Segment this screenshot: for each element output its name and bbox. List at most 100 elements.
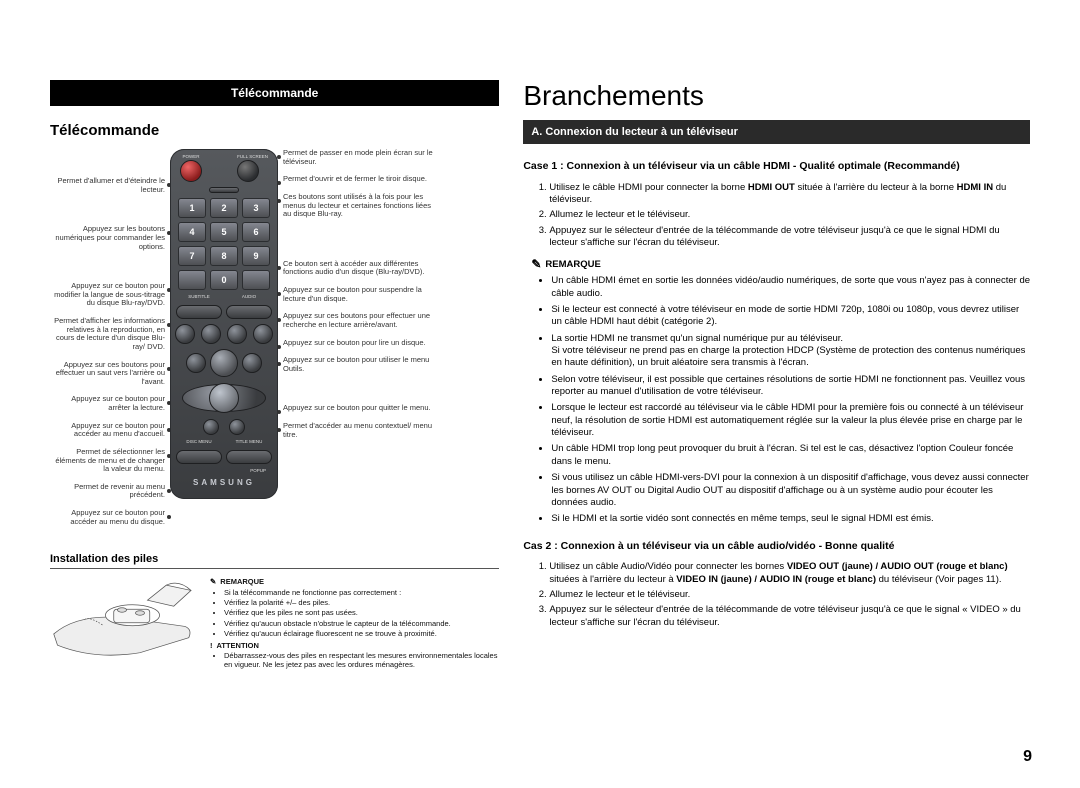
- callout-right-2: Ces boutons sont utilisés à la fois pour…: [283, 193, 433, 219]
- attention-item-0: Débarrassez-vous des piles en respectant…: [224, 651, 499, 670]
- num-3: 3: [242, 198, 270, 218]
- callout-left-9: Appuyez sur ce bouton pour accéder au me…: [50, 509, 165, 526]
- num-9: 9: [242, 246, 270, 266]
- remark-icon: ✎: [531, 257, 541, 271]
- case1-title: Case 1 : Connexion à un téléviseur via u…: [523, 160, 1030, 174]
- remark-item-4: Vérifiez qu'aucun éclairage fluorescent …: [224, 629, 499, 638]
- case2-step-3: Appuyez sur le sélecteur d'entrée de la …: [549, 604, 1030, 629]
- callouts-left: Permet d'allumer et d'éteindre le lecteu…: [50, 149, 165, 535]
- pause-icon: [242, 353, 262, 373]
- callout-left-1: Appuyez sur les boutons numériques pour …: [50, 225, 165, 251]
- battery-illustration: [50, 575, 200, 670]
- num-2: 2: [210, 198, 238, 218]
- attention-header: ATTENTION: [217, 641, 259, 650]
- forward-icon: [227, 324, 247, 344]
- case1-remark-header: REMARQUE: [545, 259, 600, 270]
- remark-header: REMARQUE: [220, 577, 264, 586]
- popup-label: POPUP: [250, 469, 272, 474]
- power-button-icon: [180, 160, 202, 182]
- callout-right-1: Permet d'ouvrir et de fermer le tiroir d…: [283, 175, 433, 184]
- right-section-bar: A. Connexion du lecteur à un téléviseur: [523, 120, 1030, 144]
- remark-item-0: Si la télécommande ne fonctionne pas cor…: [224, 588, 499, 597]
- skip-back-icon: [175, 324, 195, 344]
- audio-pill: [226, 305, 272, 319]
- num-1: 1: [178, 198, 206, 218]
- battery-install-title: Installation des piles: [50, 553, 499, 569]
- exit-icon: [229, 419, 245, 435]
- callout-right-4: Appuyez sur ce bouton pour suspendre la …: [283, 286, 433, 303]
- case1-remark-1: Si le lecteur est connecté à votre télév…: [551, 304, 1030, 329]
- callout-right-0: Permet de passer en mode plein écran sur…: [283, 149, 433, 166]
- case2-step-1: Utilisez un câble Audio/Vidéo pour conne…: [549, 561, 1030, 586]
- audio-label: AUDIO: [226, 295, 272, 300]
- callout-right-7: Appuyez sur ce bouton pour utiliser le m…: [283, 356, 433, 373]
- callout-right-5: Appuyez sur ces boutons pour effectuer u…: [283, 312, 433, 329]
- callout-right-6: Appuyez sur ce bouton pour lire un disqu…: [283, 339, 433, 348]
- remark-item-1: Vérifiez la polarité +/– des piles.: [224, 598, 499, 607]
- left-section-bar: Télécommande: [50, 80, 499, 106]
- case2-steps: Utilisez un câble Audio/Vidéo pour conne…: [523, 561, 1030, 629]
- callout-left-2: Appuyez sur ce bouton pour modifier la l…: [50, 282, 165, 308]
- rewind-icon: [201, 324, 221, 344]
- case1-remark-4: Lorsque le lecteur est raccordé au télév…: [551, 402, 1030, 439]
- num-5: 5: [210, 222, 238, 242]
- remote-brand: SAMSUNG: [193, 478, 255, 493]
- case1-remark-6: Si vous utilisez un câble HDMI-vers-DVI …: [551, 472, 1030, 509]
- power-label: POWER: [180, 155, 202, 160]
- titlemenu-pill: [226, 450, 272, 464]
- callouts-right: Permet de passer en mode plein écran sur…: [283, 149, 433, 448]
- right-main-title: Branchements: [523, 80, 1030, 112]
- remote-control-illustration: POWER FULL SCREEN 1 2 3 4: [170, 149, 278, 499]
- callout-left-0: Permet d'allumer et d'éteindre le lecteu…: [50, 177, 165, 194]
- callout-left-4: Appuyez sur ces boutons pour effectuer u…: [50, 361, 165, 387]
- callout-right-9: Permet d'accéder au menu contextuel/ men…: [283, 422, 433, 439]
- case1-remark-5: Un câble HDMI trop long peut provoquer d…: [551, 443, 1030, 468]
- fullscreen-label: FULL SCREEN: [237, 155, 268, 160]
- callout-right-3: Ce bouton sert à accéder aux différentes…: [283, 260, 433, 277]
- attention-icon: !: [210, 641, 213, 650]
- num-7: 7: [178, 246, 206, 266]
- num-0: 0: [210, 270, 238, 290]
- skip-fwd-icon: [253, 324, 273, 344]
- case1-remark-2: La sortie HDMI ne transmet qu'un signal …: [551, 333, 1030, 370]
- return-icon: [203, 419, 219, 435]
- case2-title: Cas 2 : Connexion à un téléviseur via un…: [523, 540, 1030, 554]
- case1-remark-3: Selon votre téléviseur, il est possible …: [551, 374, 1030, 399]
- battery-notes: ✎ REMARQUE Si la télécommande ne fonction…: [210, 575, 499, 670]
- case2-step-2: Allumez le lecteur et le téléviseur.: [549, 589, 1030, 601]
- num-6: 6: [242, 222, 270, 242]
- num-blank2: [242, 270, 270, 290]
- callout-left-6: Appuyez sur ce bouton pour accéder au me…: [50, 422, 165, 439]
- num-4: 4: [178, 222, 206, 242]
- case1-remark-7: Si le HDMI et la sortie vidéo sont conne…: [551, 513, 1030, 525]
- subtitle-label: SUBTITLE: [176, 295, 222, 300]
- remark-item-2: Vérifiez que les piles ne sont pas usées…: [224, 608, 499, 617]
- callout-right-8: Appuyez sur ce bouton pour quitter le me…: [283, 404, 433, 413]
- remote-diagram: Permet d'allumer et d'éteindre le lecteu…: [50, 149, 499, 535]
- titlemenu-label: TITLE MENU: [226, 440, 272, 445]
- discmenu-label: DISC MENU: [176, 440, 222, 445]
- callout-left-7: Permet de sélectionner les éléments de m…: [50, 448, 165, 474]
- case1-step-2: Allumez le lecteur et le téléviseur.: [549, 209, 1030, 221]
- subtitle-pill: [176, 305, 222, 319]
- num-blank1: [178, 270, 206, 290]
- case1-remark-0: Un câble HDMI émet en sortie les données…: [551, 275, 1030, 300]
- callout-left-5: Appuyez sur ce bouton pour arrêter la le…: [50, 395, 165, 412]
- case1-steps: Utilisez le câble HDMI pour connecter la…: [523, 182, 1030, 250]
- num-8: 8: [210, 246, 238, 266]
- fullscreen-button-icon: [237, 160, 259, 182]
- callout-left-8: Permet de revenir au menu précédent.: [50, 483, 165, 500]
- stop-icon: [186, 353, 206, 373]
- eject-button-icon: [209, 187, 239, 194]
- callout-left-3: Permet d'afficher les informations relat…: [50, 317, 165, 352]
- left-title: Télécommande: [50, 122, 499, 139]
- play-icon: [210, 349, 238, 377]
- dpad: [182, 384, 266, 412]
- page-number: 9: [1023, 748, 1032, 766]
- note-icon: ✎: [210, 577, 216, 586]
- case1-remarks: Un câble HDMI émet en sortie les données…: [523, 275, 1030, 525]
- case1-step-1: Utilisez le câble HDMI pour connecter la…: [549, 182, 1030, 207]
- num-grid: 1 2 3 4 5 6 7 8 9 0: [178, 198, 270, 290]
- remark-item-3: Vérifiez qu'aucun obstacle n'obstrue le …: [224, 619, 499, 628]
- case1-step-3: Appuyez sur le sélecteur d'entrée de la …: [549, 225, 1030, 250]
